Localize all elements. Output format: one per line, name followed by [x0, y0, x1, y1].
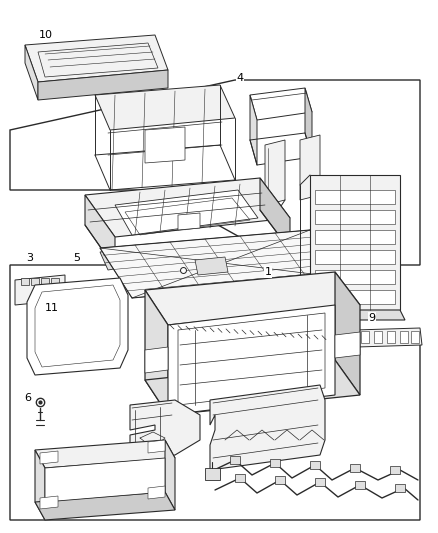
Polygon shape — [85, 195, 115, 268]
Polygon shape — [315, 250, 395, 264]
Polygon shape — [148, 440, 165, 453]
Polygon shape — [25, 35, 168, 82]
Polygon shape — [387, 331, 395, 343]
Polygon shape — [315, 270, 395, 284]
Polygon shape — [335, 272, 360, 395]
Polygon shape — [148, 486, 165, 499]
Polygon shape — [310, 175, 400, 310]
Polygon shape — [350, 464, 360, 472]
Polygon shape — [168, 305, 335, 415]
Polygon shape — [235, 474, 245, 482]
Text: 11: 11 — [45, 303, 59, 313]
Polygon shape — [95, 85, 235, 130]
Polygon shape — [300, 135, 320, 200]
Polygon shape — [41, 278, 49, 285]
Polygon shape — [145, 127, 185, 163]
Polygon shape — [230, 456, 240, 464]
Polygon shape — [15, 275, 65, 305]
Polygon shape — [315, 230, 395, 244]
Polygon shape — [315, 210, 395, 224]
Polygon shape — [361, 331, 369, 343]
Polygon shape — [374, 331, 382, 343]
Polygon shape — [145, 347, 168, 373]
Polygon shape — [145, 360, 360, 415]
Text: 6: 6 — [25, 393, 32, 403]
Polygon shape — [275, 476, 285, 484]
Polygon shape — [8, 8, 430, 525]
Polygon shape — [10, 80, 420, 265]
Polygon shape — [40, 451, 58, 464]
Polygon shape — [85, 178, 290, 237]
Polygon shape — [115, 190, 258, 235]
Polygon shape — [25, 45, 38, 100]
Polygon shape — [35, 492, 175, 520]
Polygon shape — [27, 278, 128, 375]
Polygon shape — [315, 190, 395, 204]
Text: 10: 10 — [39, 30, 53, 40]
Polygon shape — [315, 478, 325, 486]
Polygon shape — [395, 484, 405, 492]
Polygon shape — [355, 481, 365, 489]
Polygon shape — [250, 95, 257, 165]
Polygon shape — [178, 213, 200, 230]
Polygon shape — [265, 140, 285, 205]
Polygon shape — [335, 332, 360, 358]
Polygon shape — [400, 331, 408, 343]
Polygon shape — [100, 230, 345, 298]
Polygon shape — [305, 88, 312, 157]
Polygon shape — [145, 290, 168, 415]
Polygon shape — [411, 331, 419, 343]
Polygon shape — [21, 278, 29, 285]
Polygon shape — [130, 400, 200, 460]
Polygon shape — [51, 278, 59, 285]
Polygon shape — [55, 315, 70, 330]
Polygon shape — [390, 466, 400, 474]
Text: 3: 3 — [27, 253, 33, 263]
Polygon shape — [31, 278, 39, 285]
Polygon shape — [35, 440, 175, 468]
Polygon shape — [145, 272, 360, 325]
Text: 5: 5 — [74, 253, 81, 263]
Polygon shape — [355, 328, 422, 347]
Polygon shape — [100, 248, 138, 270]
Polygon shape — [260, 178, 290, 250]
Text: 1: 1 — [265, 267, 272, 277]
Polygon shape — [250, 88, 312, 120]
Polygon shape — [10, 265, 420, 520]
Polygon shape — [178, 313, 325, 405]
Polygon shape — [310, 310, 405, 320]
Polygon shape — [310, 461, 320, 469]
Polygon shape — [38, 70, 168, 100]
Polygon shape — [210, 385, 325, 470]
Text: 9: 9 — [368, 313, 375, 323]
Polygon shape — [205, 468, 220, 480]
Polygon shape — [315, 290, 395, 304]
Polygon shape — [35, 450, 45, 520]
Text: 4: 4 — [237, 73, 244, 83]
Polygon shape — [55, 312, 95, 337]
Polygon shape — [40, 496, 58, 509]
Polygon shape — [45, 458, 165, 502]
Polygon shape — [195, 257, 228, 275]
Polygon shape — [165, 440, 175, 510]
Polygon shape — [270, 459, 280, 467]
